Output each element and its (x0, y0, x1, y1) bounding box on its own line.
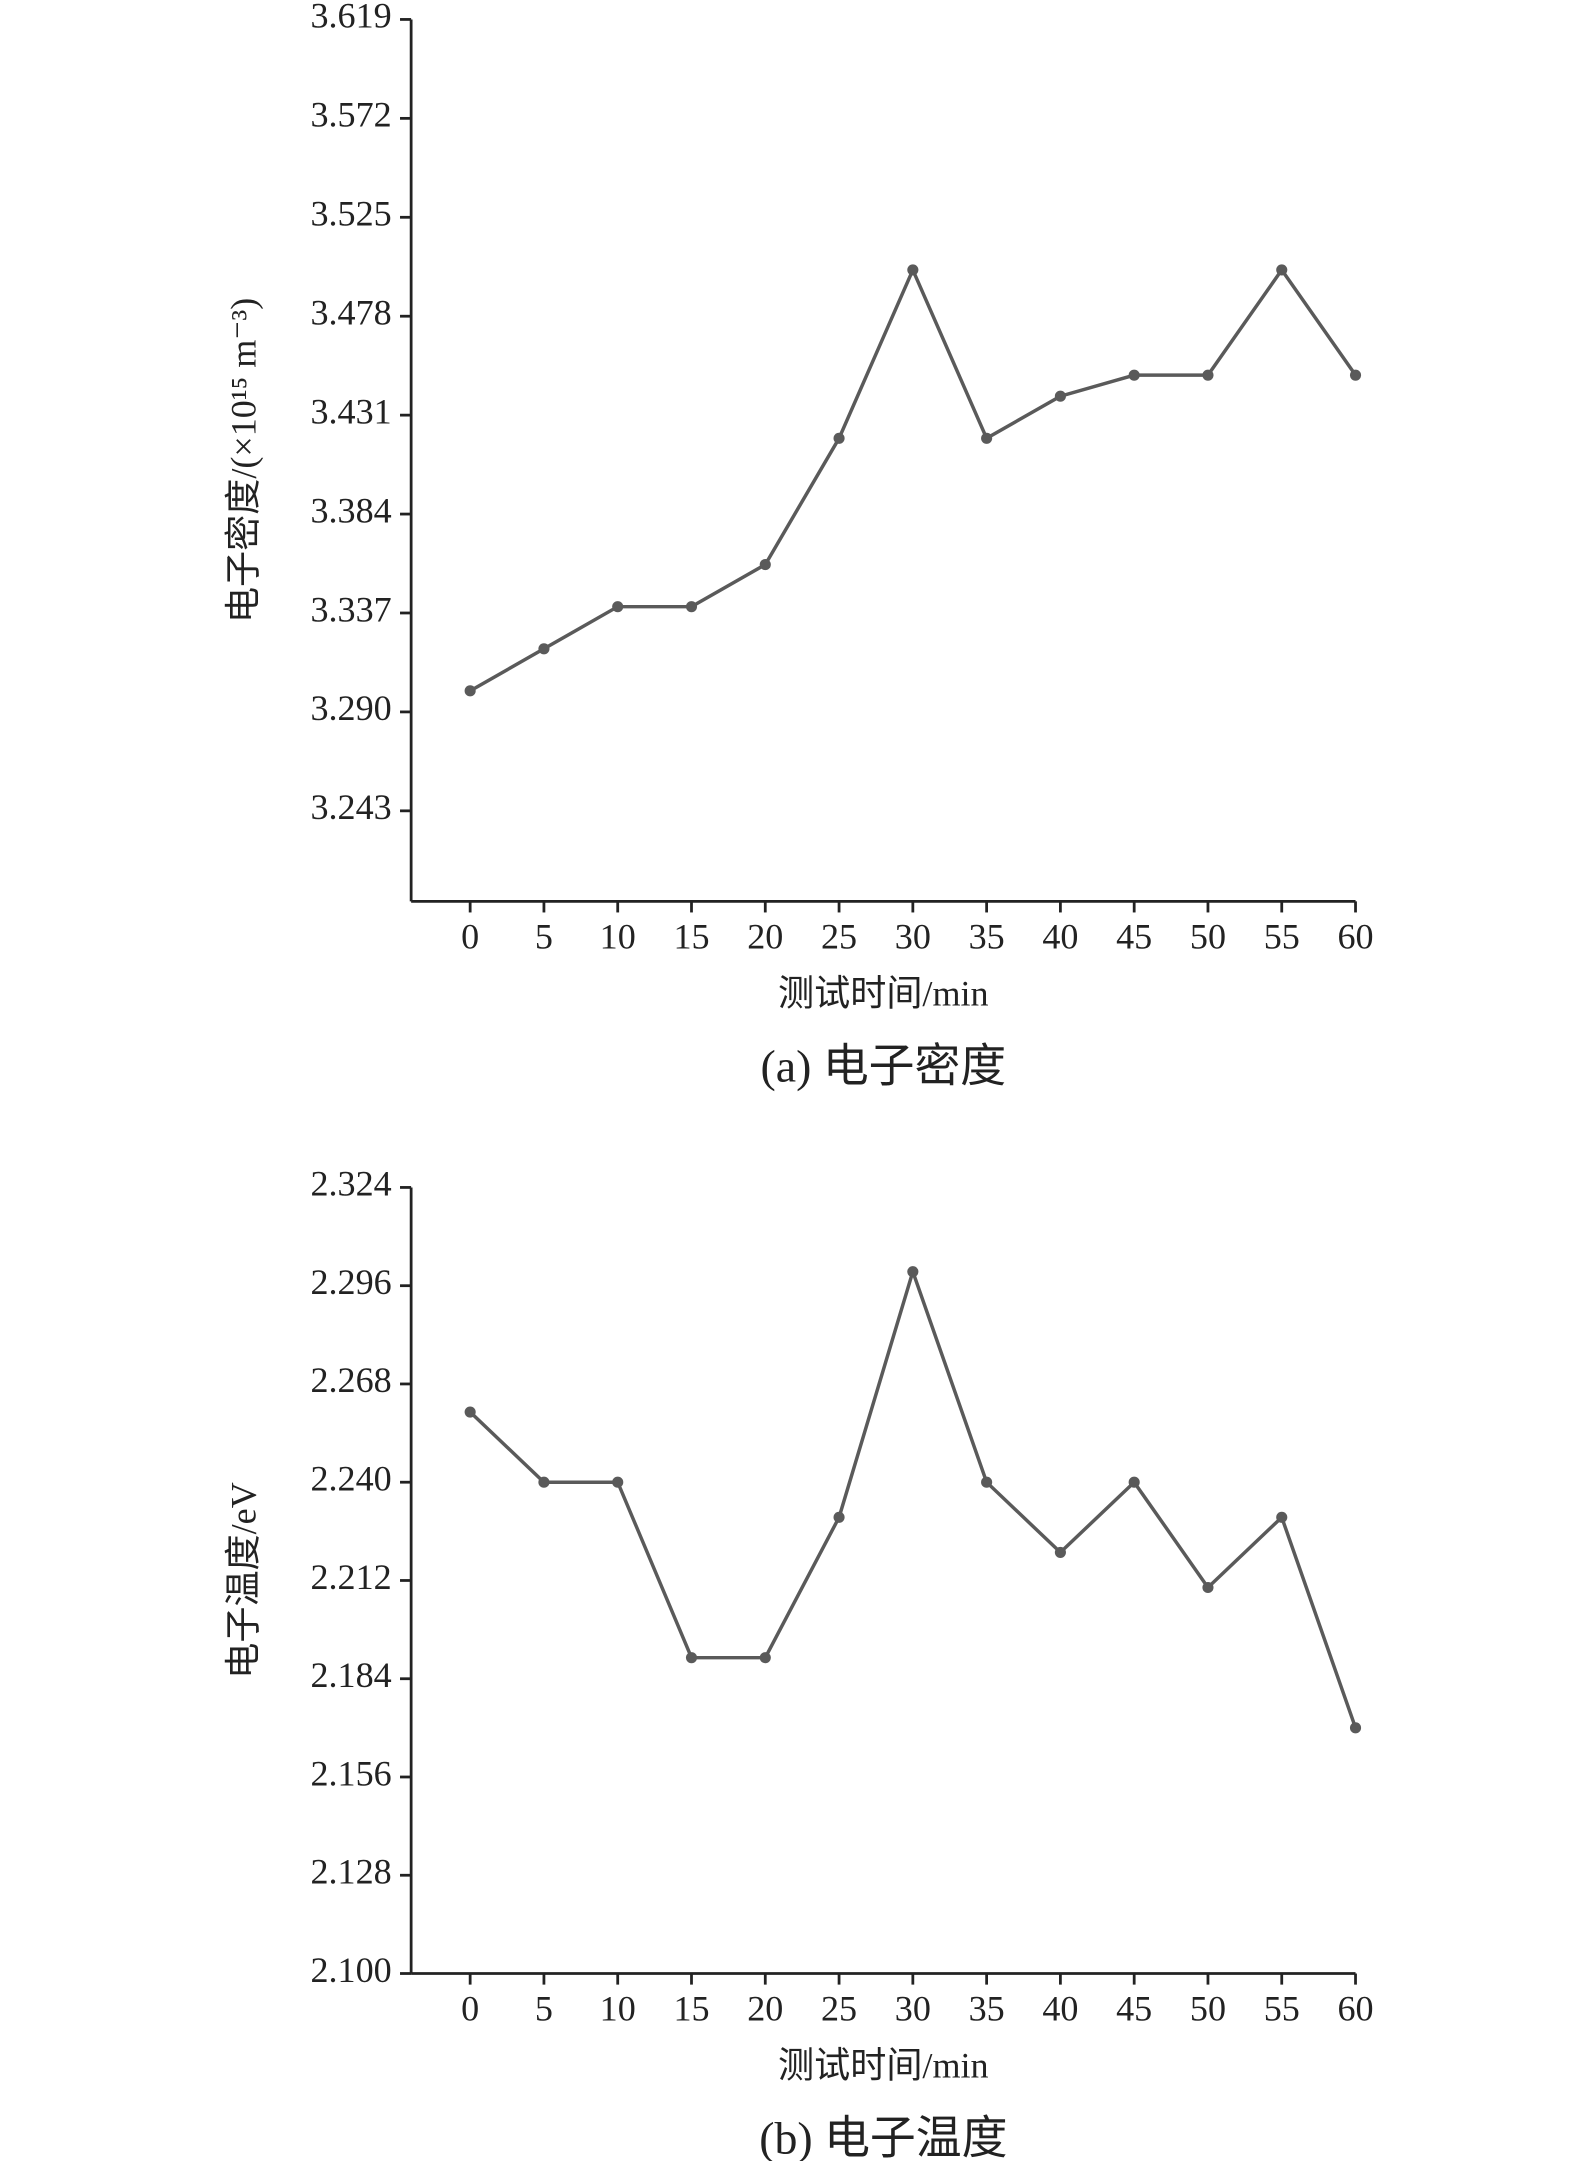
x-tick-label: 0 (461, 1989, 479, 2029)
x-tick-label: 15 (673, 1989, 709, 2029)
x-tick-label: 5 (535, 917, 553, 957)
data-point (1128, 369, 1140, 381)
y-tick-label: 3.478 (310, 292, 391, 332)
x-tick-label: 40 (1042, 1989, 1078, 2029)
data-point (907, 264, 919, 276)
data-point (1202, 1581, 1214, 1594)
data-point (1054, 390, 1066, 402)
x-tick-label: 20 (747, 917, 783, 957)
x-tick-label: 50 (1190, 1989, 1226, 2029)
x-tick-label: 55 (1264, 917, 1300, 957)
data-point (759, 559, 771, 571)
y-tick-label: 3.572 (310, 95, 391, 135)
x-tick-label: 5 (535, 1989, 553, 2029)
x-tick-label: 40 (1042, 917, 1078, 957)
data-point (612, 601, 624, 613)
data-point (1276, 264, 1288, 276)
y-tick-label: 3.337 (310, 589, 391, 629)
y-tick-label: 2.212 (310, 1557, 391, 1597)
data-point (538, 1476, 550, 1488)
data-point (1128, 1476, 1140, 1488)
y-tick-label: 2.128 (310, 1852, 391, 1892)
data-point (685, 1652, 698, 1664)
data-point (1349, 1722, 1362, 1734)
x-tick-label: 0 (461, 917, 479, 957)
y-axis-label: 电子温度/eV (224, 1482, 264, 1679)
y-tick-label: 3.525 (310, 194, 391, 234)
x-tick-label: 10 (600, 1989, 636, 2029)
x-tick-label: 15 (673, 917, 709, 957)
y-tick-label: 2.184 (310, 1655, 391, 1695)
data-point (981, 432, 993, 444)
data-point (1054, 1546, 1066, 1558)
x-axis-label: 测试时间/min (778, 2046, 989, 2086)
caption: (a) 电子密度 (761, 1040, 1007, 1091)
y-tick-label: 3.384 (310, 490, 391, 530)
y-tick-label: 3.243 (310, 787, 391, 827)
data-point (833, 1511, 845, 1523)
y-axis-label: 电子密度/(×10¹⁵ m⁻³) (224, 298, 264, 623)
x-tick-label: 45 (1116, 1989, 1152, 2029)
y-tick-label: 2.268 (310, 1360, 391, 1400)
y-tick-label: 2.296 (310, 1262, 391, 1302)
x-tick-label: 20 (747, 1989, 783, 2029)
y-tick-label: 2.324 (310, 1164, 391, 1204)
data-point (981, 1476, 993, 1488)
data-point (538, 643, 550, 655)
x-tick-label: 30 (895, 1989, 931, 2029)
x-tick-label: 10 (600, 917, 636, 957)
x-tick-label: 35 (969, 917, 1005, 957)
data-line (468, 1266, 1358, 1729)
x-axis-label: 测试时间/min (778, 973, 989, 1013)
y-tick-label: 2.156 (310, 1753, 391, 1793)
y-tick-label: 2.100 (310, 1950, 391, 1990)
data-line (469, 265, 1357, 693)
data-point (464, 1406, 476, 1418)
caption: (b) 电子温度 (759, 2112, 1007, 2161)
y-tick-label: 3.290 (310, 688, 391, 728)
x-tick-label: 60 (1337, 917, 1373, 957)
x-tick-label: 45 (1116, 917, 1152, 957)
data-point (759, 1652, 771, 1664)
x-tick-label: 25 (821, 917, 857, 957)
x-tick-label: 25 (821, 1989, 857, 2029)
x-tick-label: 35 (969, 1989, 1005, 2029)
data-point (1202, 369, 1214, 381)
y-tick-label: 3.619 (310, 0, 391, 36)
x-tick-label: 50 (1190, 917, 1226, 957)
data-point (1276, 1511, 1288, 1523)
x-tick-label: 30 (895, 917, 931, 957)
data-point (1349, 369, 1362, 381)
data-point (907, 1266, 919, 1278)
x-tick-label: 55 (1264, 1989, 1300, 2029)
data-point (685, 601, 698, 613)
data-point (612, 1476, 624, 1488)
y-tick-label: 3.431 (310, 391, 391, 431)
x-tick-label: 60 (1337, 1989, 1373, 2029)
data-point (464, 685, 476, 697)
y-tick-label: 2.240 (310, 1458, 391, 1498)
data-point (833, 432, 845, 444)
